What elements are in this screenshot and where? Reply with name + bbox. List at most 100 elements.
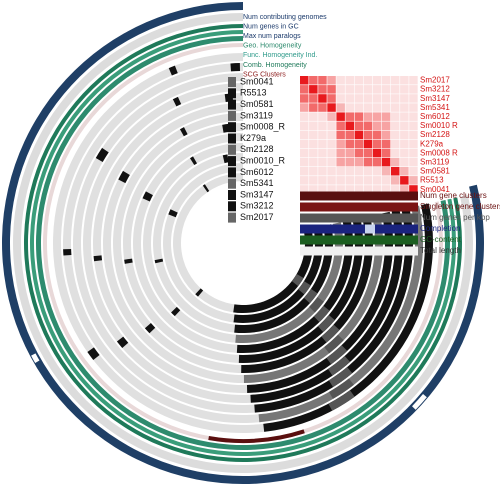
heatmap-cell — [391, 130, 400, 140]
core-stripe — [317, 314, 335, 333]
heatmap-cell — [400, 121, 409, 130]
genome-swatch — [228, 156, 236, 167]
heatmap-cell — [409, 139, 418, 149]
cluster-block — [144, 323, 156, 334]
heatmap-cell — [318, 85, 327, 94]
heatmap-cell — [300, 103, 309, 112]
dark-red-segment — [208, 429, 305, 443]
heatmap-cell — [409, 176, 418, 185]
heatmap-cell — [381, 167, 391, 176]
layer-bar — [300, 224, 418, 234]
heatmap-cell — [336, 167, 345, 176]
heatmap-cell — [363, 121, 373, 130]
heatmap-cell — [391, 112, 400, 121]
heatmap-cell — [309, 103, 318, 112]
heatmap-cell — [318, 139, 327, 149]
heatmap-cell — [372, 112, 382, 121]
cluster-block — [202, 184, 210, 193]
heatmap-cell — [327, 94, 336, 103]
cluster-block — [195, 288, 204, 297]
heatmap-cell — [354, 139, 364, 149]
heatmap-label: Sm2017 — [420, 76, 450, 85]
heatmap-cell — [409, 130, 418, 140]
heatmap-cell — [363, 112, 373, 121]
layer-label: SCG Clusters — [243, 71, 286, 78]
layer-bar — [300, 246, 418, 256]
genome-label: Sm0581 — [240, 99, 274, 109]
heatmap-cell — [318, 130, 327, 140]
heatmap-cell — [391, 148, 400, 158]
heatmap-cell — [300, 130, 309, 140]
heatmap-cell — [318, 94, 327, 103]
heatmap-cell — [391, 157, 400, 167]
ring-gap — [412, 394, 427, 410]
heatmap-cell — [300, 139, 309, 149]
heatmap-cell — [391, 121, 400, 130]
layer-label: Max num paralogs — [243, 33, 301, 40]
heatmap-cell — [400, 130, 409, 140]
heatmap-cell — [336, 176, 345, 185]
heatmap-label: K279a — [420, 139, 444, 148]
heatmap-cell — [345, 112, 354, 121]
core-stripe — [326, 345, 348, 365]
heatmap-cell — [327, 130, 336, 140]
heatmap-cell — [309, 167, 318, 176]
heatmap-cell — [363, 103, 373, 112]
genome-swatch — [228, 212, 236, 223]
genome-swatch — [228, 178, 236, 189]
core-stripe — [309, 297, 324, 313]
heatmap-cell — [345, 176, 354, 185]
heatmap-cell — [345, 76, 354, 85]
heatmap-cell — [363, 130, 373, 140]
heatmap-cell — [318, 121, 327, 130]
cluster-block — [230, 63, 240, 72]
heatmap-cell — [381, 85, 391, 94]
heatmap-cell — [409, 148, 418, 158]
cluster-block — [95, 147, 109, 162]
genome-label: Sm0008_R — [240, 122, 286, 132]
heatmap-cell — [336, 76, 345, 85]
heatmap-cell — [381, 76, 391, 85]
heatmap-cell — [409, 167, 418, 176]
heatmap-cell — [381, 139, 391, 149]
genome-swatch — [228, 144, 236, 155]
heatmap-label: Sm2128 — [420, 130, 450, 139]
heatmap-cell — [354, 157, 364, 167]
cluster-block — [124, 258, 133, 264]
heatmap-cell — [354, 85, 364, 94]
heatmap-cell — [345, 103, 354, 112]
heatmap-cell — [372, 103, 382, 112]
heatmap-cell — [363, 94, 373, 103]
core-stripe — [324, 334, 344, 354]
heatmap-cell — [372, 94, 382, 103]
heatmap-cell — [309, 121, 318, 130]
heatmap-cell — [300, 94, 309, 103]
heatmap-cell — [372, 157, 382, 167]
heatmap-cell — [327, 76, 336, 85]
heatmap-cell — [327, 185, 336, 194]
cluster-block — [179, 127, 188, 137]
heatmap-cell — [409, 76, 418, 85]
heatmap-cell — [391, 176, 400, 185]
genome-swatch — [228, 201, 236, 212]
heatmap-cell — [336, 157, 345, 167]
genome-swatch — [228, 110, 236, 121]
heatmap-cell — [309, 157, 318, 167]
layer-label: Num gene clusters — [420, 191, 487, 200]
heatmap-cell — [327, 139, 336, 149]
genome-label: Sm2017 — [240, 212, 274, 222]
heatmap-cell — [327, 85, 336, 94]
cluster-block — [93, 255, 103, 262]
cluster-block — [172, 96, 182, 107]
heatmap-cell — [391, 76, 400, 85]
cluster-block — [190, 156, 197, 165]
heatmap-cell — [400, 148, 409, 158]
core-stripe — [327, 355, 351, 376]
heatmap-cell — [381, 121, 391, 130]
heatmap-cell — [372, 76, 382, 85]
genome-label: Sm0041 — [240, 76, 274, 86]
heatmap-cell — [354, 121, 364, 130]
heatmap-cell — [336, 94, 345, 103]
cluster-block — [171, 306, 181, 317]
